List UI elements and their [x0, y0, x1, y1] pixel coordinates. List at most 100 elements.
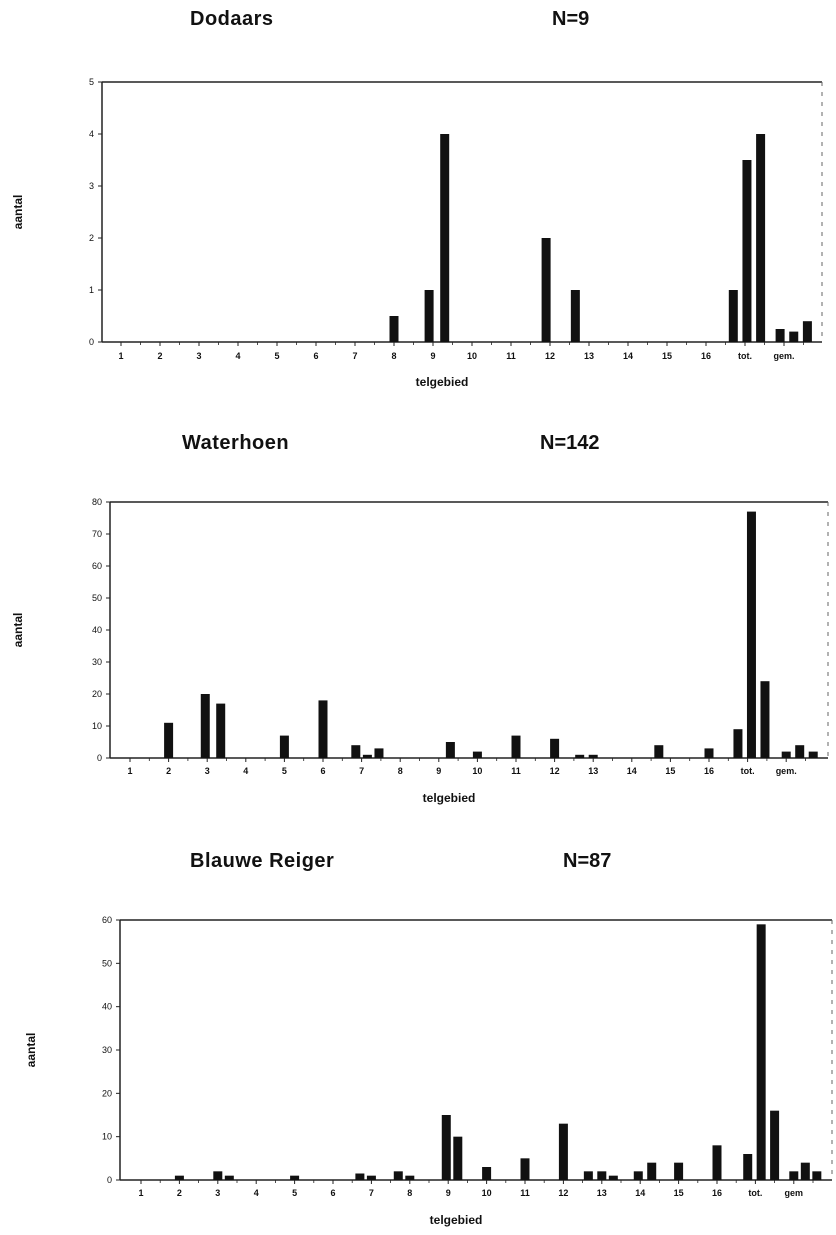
x-tick-label: 13: [597, 1188, 607, 1198]
bar: [389, 316, 399, 342]
x-tick-label: 8: [398, 766, 403, 776]
bar: [633, 1171, 643, 1180]
x-tick-label: 7: [359, 766, 364, 776]
x-tick-label: tot.: [748, 1188, 762, 1198]
chart-n-label: N=9: [552, 8, 590, 30]
bar: [728, 290, 738, 342]
chart-n-label: N=87: [563, 850, 612, 872]
y-tick-label: 50: [92, 593, 102, 603]
bar: [800, 1162, 810, 1180]
bar: [441, 1115, 451, 1180]
x-axis-label: telgebied: [416, 375, 469, 389]
y-tick-label: 40: [102, 1002, 112, 1012]
y-axis-label: aantal: [24, 1033, 38, 1068]
x-tick-label: 12: [545, 351, 555, 361]
x-tick-label: 2: [166, 766, 171, 776]
x-tick-label: 15: [662, 351, 672, 361]
y-tick-label: 4: [89, 129, 94, 139]
bar: [781, 751, 791, 758]
bar: [164, 722, 174, 758]
y-tick-label: 0: [97, 753, 102, 763]
chart-title: Dodaars: [190, 8, 274, 30]
x-tick-label: 13: [588, 766, 598, 776]
x-tick-label: 16: [701, 351, 711, 361]
x-tick-label: 5: [292, 1188, 297, 1198]
x-tick-label: 2: [177, 1188, 182, 1198]
y-tick-label: 50: [102, 958, 112, 968]
bar: [608, 1175, 618, 1180]
bar: [472, 751, 482, 758]
bar: [453, 1136, 463, 1180]
x-tick-label: 12: [558, 1188, 568, 1198]
bar: [756, 134, 766, 342]
x-tick-label: 15: [674, 1188, 684, 1198]
x-tick-label: 1: [138, 1188, 143, 1198]
bar: [216, 703, 226, 758]
x-tick-label: 10: [467, 351, 477, 361]
y-tick-label: 0: [107, 1175, 112, 1185]
x-tick-label: 9: [430, 351, 435, 361]
bar: [756, 924, 766, 1180]
x-tick-label: 4: [235, 351, 240, 361]
bar: [770, 1110, 780, 1180]
x-tick-label: 14: [627, 766, 637, 776]
x-tick-label: 5: [282, 766, 287, 776]
x-tick-label: 4: [254, 1188, 259, 1198]
y-tick-label: 10: [92, 721, 102, 731]
bar: [789, 331, 799, 342]
bar: [789, 1171, 799, 1180]
x-tick-label: 11: [511, 766, 521, 776]
y-tick-label: 70: [92, 529, 102, 539]
bar: [760, 681, 770, 758]
y-tick-label: 30: [102, 1045, 112, 1055]
y-tick-label: 0: [89, 337, 94, 347]
x-tick-label: gem.: [773, 351, 794, 361]
x-tick-label: 16: [712, 1188, 722, 1198]
x-tick-label: 6: [330, 1188, 335, 1198]
y-tick-label: 40: [92, 625, 102, 635]
x-tick-label: 7: [369, 1188, 374, 1198]
x-tick-label: 15: [665, 766, 675, 776]
x-tick-label: gem: [785, 1188, 804, 1198]
y-tick-label: 5: [89, 77, 94, 87]
x-tick-label: 1: [118, 351, 123, 361]
bar: [366, 1175, 376, 1180]
bar: [808, 751, 818, 758]
bar: [355, 1173, 365, 1180]
bar: [550, 738, 560, 758]
bar: [374, 748, 384, 758]
x-tick-label: 10: [472, 766, 482, 776]
x-tick-label: 7: [352, 351, 357, 361]
y-tick-label: 80: [92, 497, 102, 507]
bar: [575, 754, 585, 758]
x-tick-label: 4: [243, 766, 248, 776]
y-tick-label: 20: [102, 1088, 112, 1098]
bar: [440, 134, 450, 342]
x-tick-label: 13: [584, 351, 594, 361]
x-tick-label: 10: [482, 1188, 492, 1198]
bar: [802, 321, 812, 342]
bar: [290, 1175, 300, 1180]
x-tick-label: 9: [446, 1188, 451, 1198]
x-tick-label: 14: [635, 1188, 645, 1198]
bar: [647, 1162, 657, 1180]
bar: [733, 729, 743, 758]
x-axis-label: telgebied: [430, 1213, 483, 1227]
bar: [424, 290, 434, 342]
x-axis-label: telgebied: [423, 791, 476, 805]
x-tick-label: 3: [196, 351, 201, 361]
y-axis-label: aantal: [11, 195, 25, 230]
bar: [812, 1171, 822, 1180]
bar: [511, 735, 521, 758]
bar: [393, 1171, 403, 1180]
x-tick-label: 11: [506, 351, 516, 361]
y-tick-label: 30: [92, 657, 102, 667]
bar: [742, 160, 752, 342]
chart-title: Waterhoen: [182, 432, 290, 454]
y-tick-label: 20: [92, 689, 102, 699]
bar: [482, 1167, 492, 1180]
x-tick-label: 6: [320, 766, 325, 776]
bar: [174, 1175, 184, 1180]
x-tick-label: 3: [205, 766, 210, 776]
